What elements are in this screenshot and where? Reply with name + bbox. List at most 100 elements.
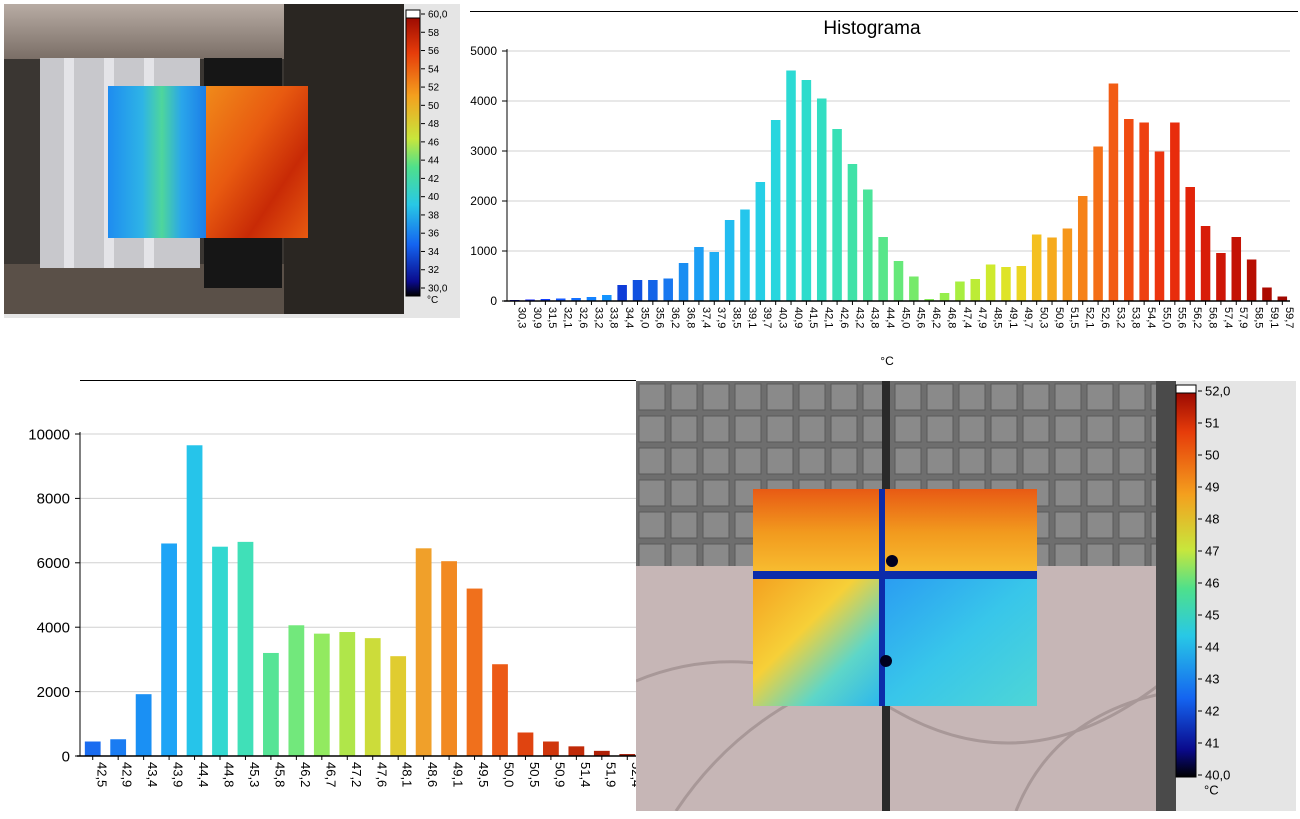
histogram-bar [663, 278, 673, 301]
y-tick-label: 8000 [37, 491, 70, 508]
x-tick-label: 49,1 [451, 762, 466, 787]
histogram-bar [1216, 253, 1226, 301]
x-tick-label: 59,7 [1283, 307, 1295, 328]
scale-label: 44 [428, 156, 440, 167]
histogram-bar [1185, 187, 1195, 301]
x-tick-label: 51,9 [603, 762, 618, 787]
scale-unit: °C [427, 295, 438, 306]
x-tick-label: 32,6 [577, 307, 589, 328]
scale-label: 58 [428, 28, 440, 39]
histogram-bar [632, 280, 643, 301]
scale-label: 38 [428, 210, 440, 221]
scale-unit: °C [1204, 783, 1219, 798]
histogram-bar [571, 298, 581, 301]
x-tick-label: 39,7 [761, 307, 773, 328]
histogram-bar [724, 220, 735, 301]
histogram-bar [543, 741, 559, 756]
thermal-image-1-canvas: 60,0 58 56 54 52 50 48 46 44 42 40 38 36 34 32 30,0°C [4, 4, 448, 314]
y-tick-label: 1000 [470, 244, 497, 258]
x-tick-label: 47,4 [961, 307, 973, 328]
scale-label: 52 [428, 83, 440, 94]
x-tick-label: 43,9 [171, 762, 186, 787]
scale-label: 51 [1205, 416, 1219, 431]
x-tick-label: 46,2 [298, 762, 313, 787]
x-tick-label: 49,5 [476, 762, 491, 787]
histogram-bar [740, 209, 750, 301]
histogram-bar [1062, 228, 1073, 301]
scale-label: 49 [1205, 480, 1219, 495]
x-tick-label: 45,0 [899, 307, 911, 328]
x-tick-label: 56,8 [1206, 307, 1218, 328]
x-tick-label: 44,8 [222, 762, 237, 787]
histogram-bar [709, 252, 720, 301]
x-tick-label: 48,1 [400, 762, 415, 787]
histogram-bar [955, 281, 965, 301]
histogram-bar [1262, 287, 1272, 301]
y-tick-label: 6000 [37, 555, 70, 572]
histogram-bar [1200, 226, 1211, 301]
scale-label: 45 [1205, 608, 1219, 623]
x-tick-label: 59,1 [1268, 307, 1280, 328]
histogram-bar [619, 754, 636, 756]
histogram-bar [1139, 122, 1149, 301]
histogram-bar [863, 189, 873, 301]
scale-label: 36 [428, 229, 440, 240]
x-tick-label: 45,8 [272, 762, 287, 787]
x-tick-label: 55,0 [1160, 307, 1172, 328]
y-tick-label: 4000 [470, 94, 497, 108]
histogram-bar [678, 263, 689, 301]
scale-label: 50 [428, 101, 440, 112]
x-tick-label: 46,8 [945, 307, 957, 328]
histogram-bar [755, 182, 766, 301]
x-tick-label: 47,6 [374, 762, 389, 787]
x-tick-label: 30,9 [531, 307, 543, 328]
thermal-image-2-canvas: 52,0 51 50 49 48 47 46 45 44 43 42 41 40,0°C [635, 381, 1230, 812]
x-tick-label: 34,4 [623, 307, 635, 328]
x-tick-label: 52,6 [1099, 307, 1111, 328]
histogram-bar [237, 541, 254, 756]
histogram-bar [847, 164, 858, 301]
histogram-bar [1077, 196, 1088, 301]
histogram-bar [555, 298, 566, 301]
histogram-bar [263, 652, 279, 756]
histogram-bar [212, 546, 228, 756]
x-tick-label: 42,9 [120, 762, 135, 787]
x-tick-label: 46,7 [323, 762, 338, 787]
x-tick-label: 42,6 [838, 307, 850, 328]
histogram-bar [415, 548, 432, 756]
histogram-bar [1231, 237, 1242, 301]
x-tick-label: 41,5 [807, 307, 819, 328]
x-tick-label: 38,5 [730, 307, 742, 328]
scale-label: 42 [1205, 704, 1219, 719]
scale-label: 54 [428, 64, 440, 75]
x-tick-label: 36,8 [684, 307, 696, 328]
x-tick-label: 50,3 [1038, 307, 1050, 328]
histogram-bar [816, 98, 827, 301]
x-tick-label: 33,8 [608, 307, 620, 328]
histogram-bar [924, 299, 934, 301]
x-tick-label: 30,3 [516, 307, 528, 328]
histogram-bar [568, 746, 585, 756]
x-tick-label: 44,4 [884, 307, 896, 328]
scale-label: 32 [428, 265, 440, 276]
scale-label: 41 [1205, 736, 1219, 751]
histogram-bar [1277, 296, 1288, 301]
scale-label: 44 [1205, 640, 1219, 655]
x-tick-label: 53,2 [1114, 307, 1126, 328]
x-tick-label: 36,2 [669, 307, 681, 328]
y-tick-label: 0 [490, 294, 497, 308]
histogram-bar [939, 293, 950, 301]
histogram-bar [648, 280, 658, 301]
x-tick-label: 50,9 [1053, 307, 1065, 328]
scale-label: 56 [428, 46, 440, 57]
x-tick-label: 47,9 [976, 307, 988, 328]
thermal-image-paving-tiles: 52,0 51 50 49 48 47 46 45 44 43 42 41 40,0 °C [635, 381, 1296, 812]
x-tick-label: 58,5 [1252, 307, 1264, 328]
histogram-bar [593, 750, 610, 756]
scale-label: 46 [1205, 576, 1219, 591]
x-tick-label: 44,4 [196, 762, 211, 787]
y-tick-label: 2000 [470, 194, 497, 208]
x-tick-label: 52,1 [1084, 307, 1096, 328]
histogram-bar [313, 633, 330, 756]
y-tick-label: 3000 [470, 144, 497, 158]
